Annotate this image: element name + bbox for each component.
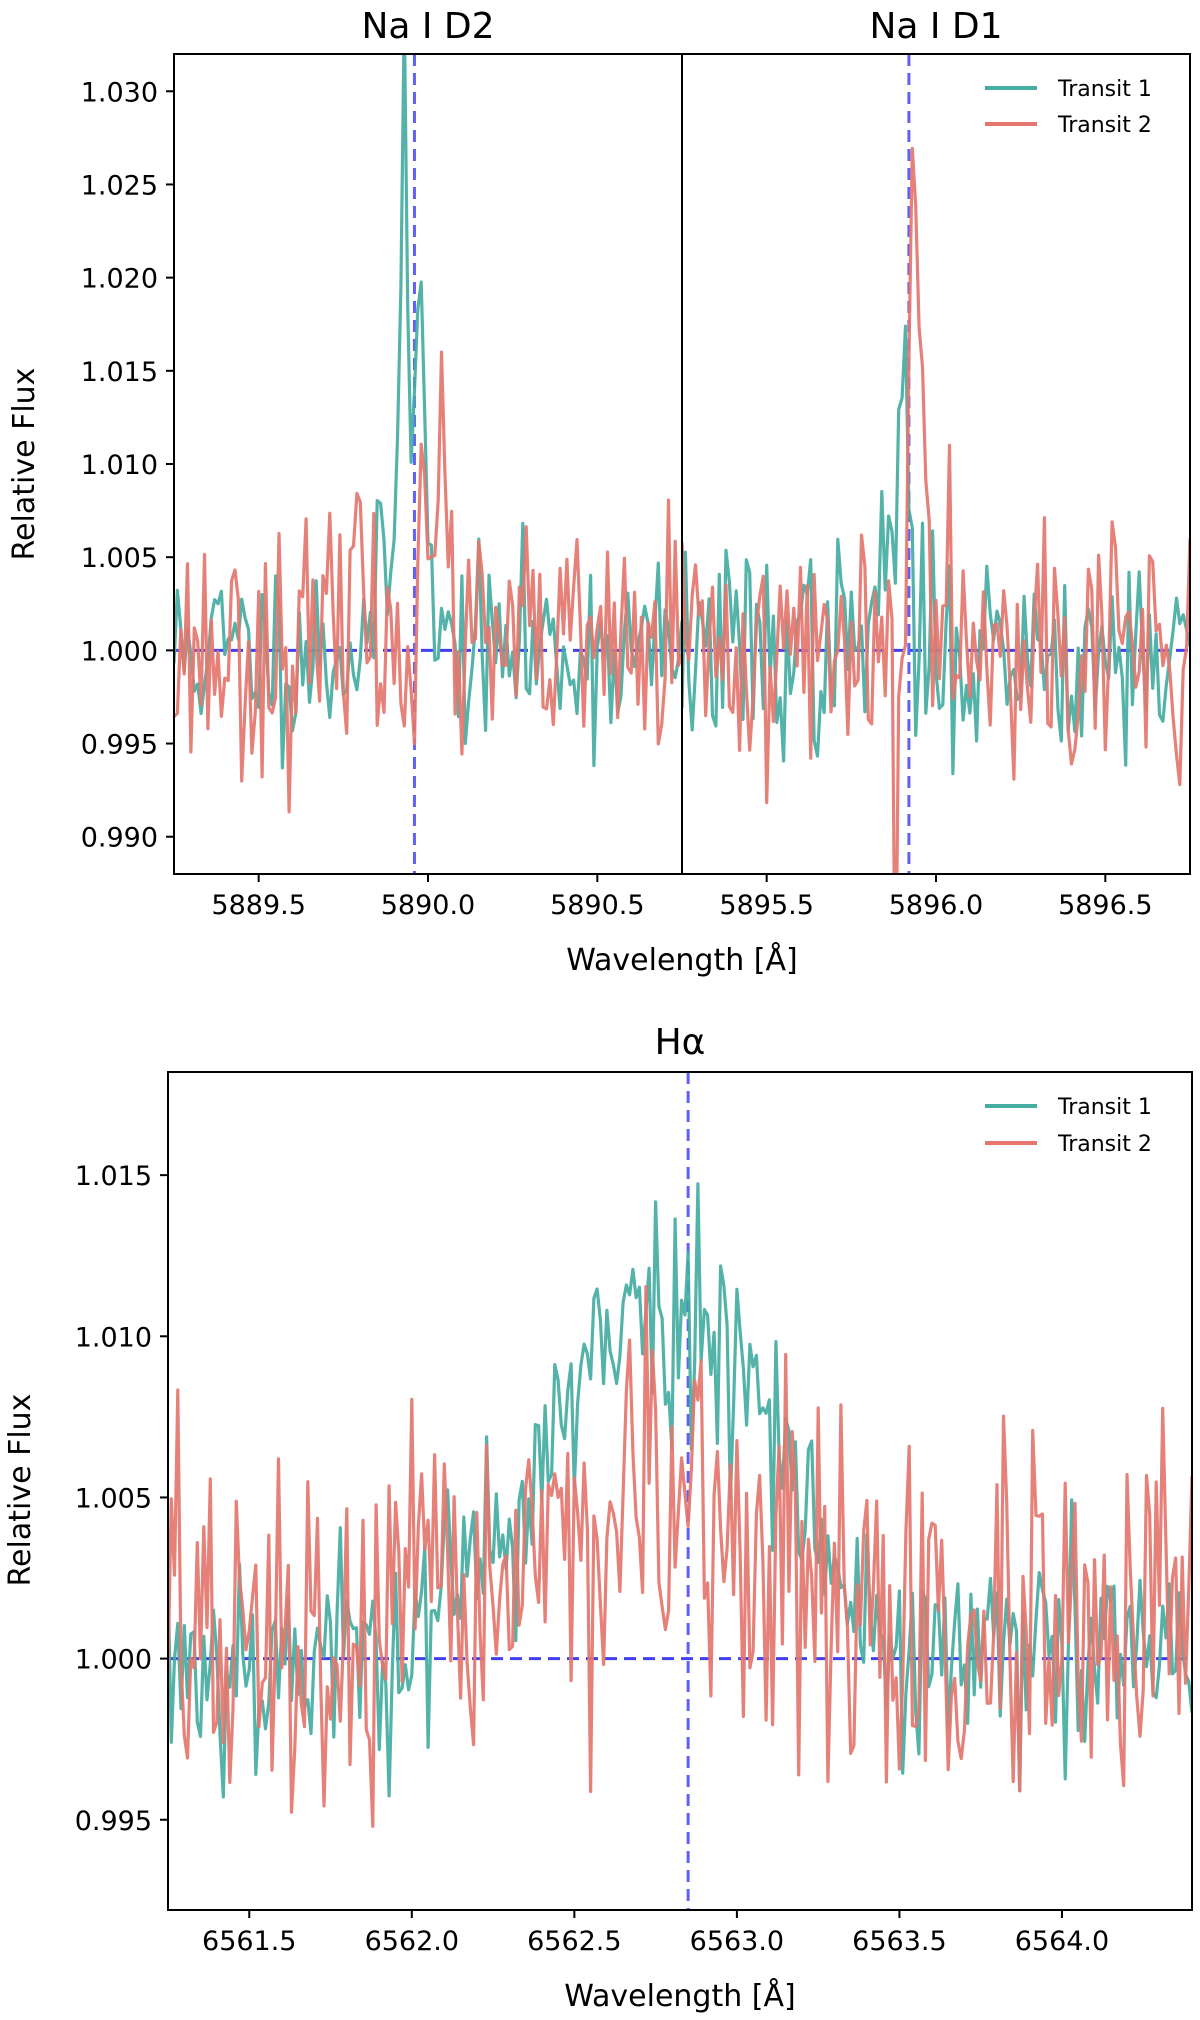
plot-frame-na-d2: [173, 53, 683, 875]
panel-na-d1: Na I D1 5895.5 5896.0 5896.5 Transit 1 Tra…: [681, 6, 1191, 921]
x-axis-label-h-alpha: Wavelength [Å]: [564, 1978, 795, 2014]
x-tick-label: 5890.0: [381, 890, 475, 921]
y-tick-label: 1.005: [75, 1483, 152, 1514]
legend-label-transit-2: Transit 2: [1057, 1132, 1152, 1157]
panel-title-na-d1: Na I D1: [869, 6, 1002, 47]
plot-frame-na-d1: [681, 53, 1191, 875]
y-tick-label: 1.030: [81, 77, 158, 108]
y-tick-label: 0.995: [81, 730, 158, 761]
ref-lines-na-d2: [174, 54, 682, 874]
panel-na-d2: Na I D2 0.990 0.995 1.000 1.005 1.010 1.015 1.…: [81, 6, 683, 921]
panel-title-na-d2: Na I D2: [361, 6, 494, 47]
x-tick-label: 6563.0: [690, 1926, 784, 1957]
x-tick-label: 6563.5: [852, 1926, 946, 1957]
y-tick-label: 1.000: [81, 636, 158, 667]
x-tick-label: 6561.5: [202, 1926, 296, 1957]
plot-frame-h-alpha: [167, 1071, 1193, 1911]
panel-h-alpha: Hα 0.995 1.000 1.005 1.010 1.015 6561.5 6562.…: [3, 1022, 1193, 2014]
x-tick-label: 6562.5: [527, 1926, 621, 1957]
x-axis-label-top: Wavelength [Å]: [566, 942, 797, 978]
y-tick-label: 1.010: [75, 1322, 152, 1353]
legend-h-alpha: Transit 1 Transit 2: [985, 1095, 1152, 1157]
series-group-na-d1: [682, 146, 1190, 874]
y-axis-label-top: Relative Flux: [7, 368, 42, 561]
x-tick-label: 5890.5: [550, 890, 644, 921]
y-tick-label: 1.020: [81, 264, 158, 295]
y-axis-na-d2: 0.990 0.995 1.000 1.005 1.010 1.015 1.020 1.025…: [81, 77, 174, 854]
series-transit-2-line: [682, 146, 1190, 874]
x-tick-label: 5896.0: [889, 890, 983, 921]
series-group-na-d2: [174, 54, 682, 814]
series-group-h-alpha: [168, 1182, 1192, 1828]
x-tick-label: 6564.0: [1015, 1926, 1109, 1957]
x-axis-na-d1: 5895.5 5896.0 5896.5: [719, 874, 1153, 921]
ref-lines-na-d1: [682, 54, 1190, 874]
y-tick-label: 1.015: [75, 1161, 152, 1192]
x-axis-na-d2: 5889.5 5890.0 5890.5: [211, 874, 645, 921]
x-tick-label: 6562.0: [365, 1926, 459, 1957]
legend-label-transit-1: Transit 1: [1057, 77, 1152, 102]
y-tick-label: 1.010: [81, 450, 158, 481]
y-tick-label: 1.005: [81, 543, 158, 574]
ref-lines-h-alpha: [168, 1072, 1192, 1910]
legend-label-transit-1: Transit 1: [1057, 1095, 1152, 1120]
y-tick-label: 1.015: [81, 357, 158, 388]
x-tick-label: 5895.5: [719, 890, 813, 921]
x-tick-label: 5896.5: [1058, 890, 1152, 921]
y-tick-label: 1.000: [75, 1645, 152, 1676]
legend-label-transit-2: Transit 2: [1057, 113, 1152, 138]
y-tick-label: 1.025: [81, 170, 158, 201]
y-axis-h-alpha: 0.995 1.000 1.005 1.010 1.015: [75, 1161, 168, 1837]
y-tick-label: 0.995: [75, 1806, 152, 1837]
panel-title-h-alpha: Hα: [655, 1022, 706, 1063]
series-transit-1-line: [682, 324, 1190, 776]
x-axis-h-alpha: 6561.5 6562.0 6562.5 6563.0 6563.5 6564.0: [202, 1910, 1109, 1957]
series-transit-2-line: [168, 1284, 1192, 1828]
x-tick-label: 5889.5: [211, 890, 305, 921]
legend-na-d1: Transit 1 Transit 2: [985, 77, 1152, 138]
y-axis-label-h-alpha: Relative Flux: [3, 1394, 38, 1587]
series-transit-2-line: [174, 350, 682, 814]
y-tick-label: 0.990: [81, 823, 158, 854]
